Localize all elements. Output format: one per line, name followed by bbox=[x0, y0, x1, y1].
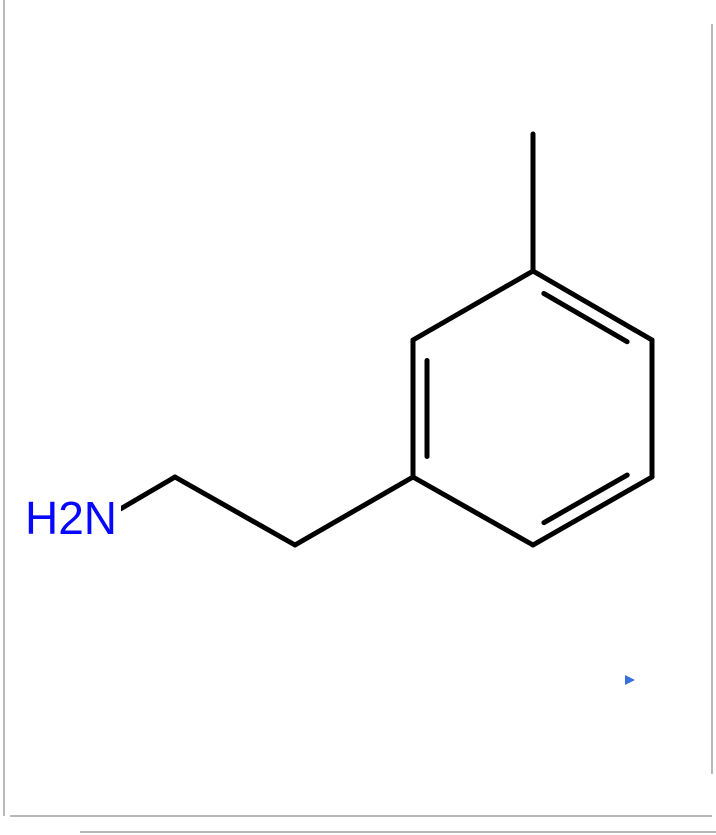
atom-label-N: H2N bbox=[25, 492, 117, 544]
molecule-svg: H2N bbox=[0, 0, 716, 835]
atom-labels: H2N bbox=[25, 484, 121, 545]
diagram-canvas: H2N bbox=[0, 0, 716, 835]
